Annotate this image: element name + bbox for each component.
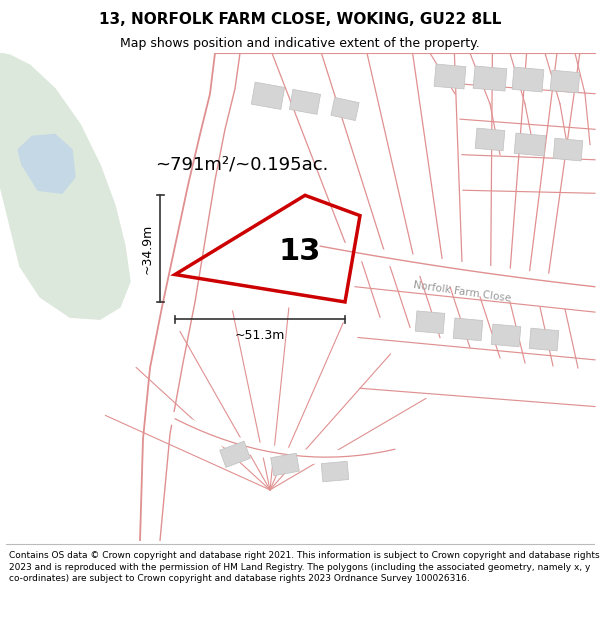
Text: Norfolk Farm Close: Norfolk Farm Close <box>413 280 512 303</box>
Polygon shape <box>18 134 75 193</box>
Polygon shape <box>473 66 507 91</box>
Polygon shape <box>491 324 521 347</box>
Text: 13: 13 <box>279 237 321 266</box>
Polygon shape <box>220 441 250 468</box>
Polygon shape <box>415 311 445 334</box>
Polygon shape <box>550 70 580 93</box>
Polygon shape <box>321 461 349 482</box>
Text: ~51.3m: ~51.3m <box>235 329 285 342</box>
Polygon shape <box>512 67 544 92</box>
Text: 13, NORFOLK FARM CLOSE, WOKING, GU22 8LL: 13, NORFOLK FARM CLOSE, WOKING, GU22 8LL <box>99 12 501 27</box>
Polygon shape <box>0 53 130 319</box>
Text: Contains OS data © Crown copyright and database right 2021. This information is : Contains OS data © Crown copyright and d… <box>9 551 599 583</box>
Text: ~34.9m: ~34.9m <box>141 224 154 274</box>
Polygon shape <box>475 128 505 151</box>
Text: ~791m²/~0.195ac.: ~791m²/~0.195ac. <box>155 156 328 174</box>
Polygon shape <box>251 82 284 109</box>
Polygon shape <box>514 133 546 156</box>
Polygon shape <box>331 98 359 121</box>
Polygon shape <box>434 64 466 89</box>
Text: Map shows position and indicative extent of the property.: Map shows position and indicative extent… <box>120 38 480 50</box>
Polygon shape <box>271 453 299 476</box>
Polygon shape <box>289 89 320 114</box>
Polygon shape <box>529 328 559 351</box>
Polygon shape <box>553 138 583 161</box>
Polygon shape <box>453 318 483 341</box>
